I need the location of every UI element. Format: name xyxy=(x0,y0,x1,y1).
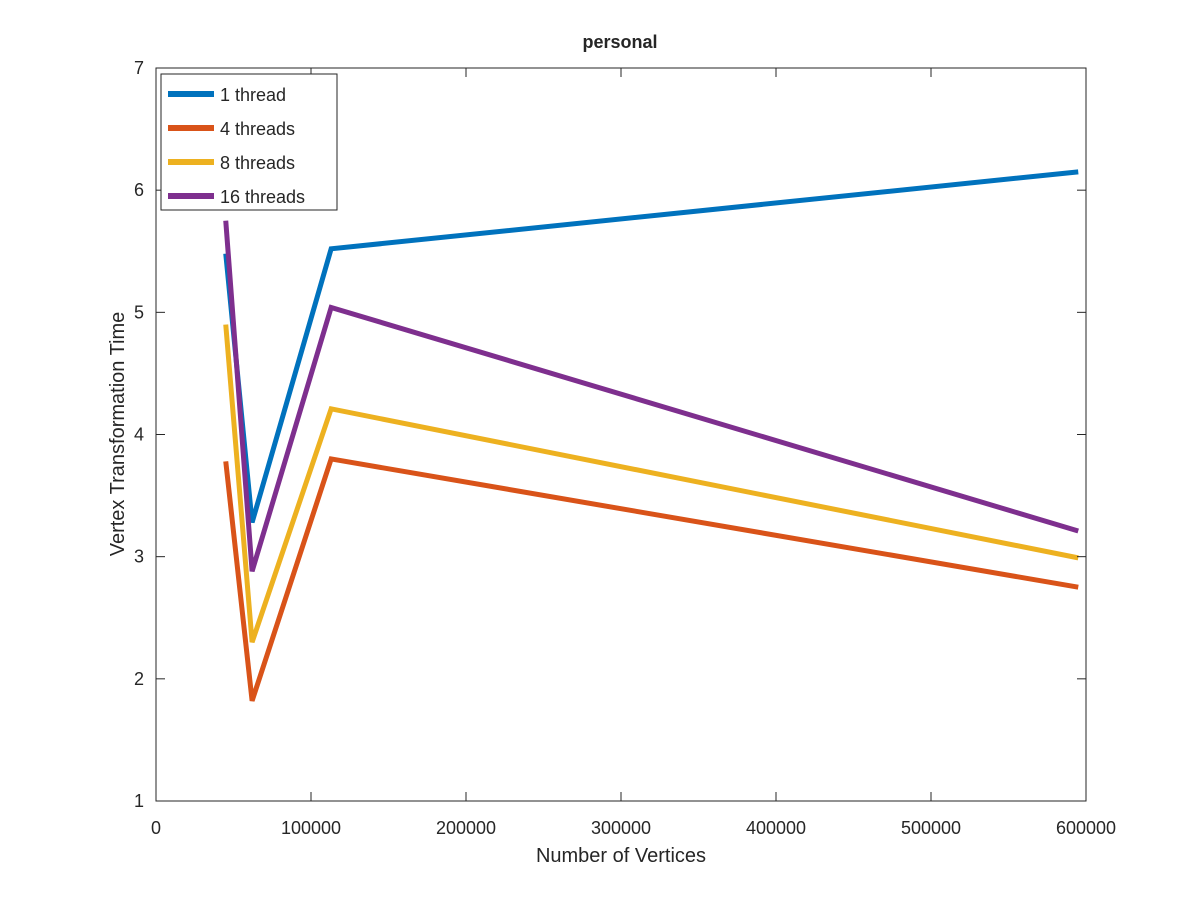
series-line-3 xyxy=(223,324,1079,643)
x-tick-label: 100000 xyxy=(281,818,341,838)
legend-label-3: 8 threads xyxy=(220,153,295,173)
legend-label-1: 1 thread xyxy=(220,85,286,105)
x-tick-label: 400000 xyxy=(746,818,806,838)
legend-label-2: 4 threads xyxy=(220,119,295,139)
series-layer xyxy=(223,169,1079,702)
legend-label-4: 16 threads xyxy=(220,187,305,207)
x-tick-label: 500000 xyxy=(901,818,961,838)
x-tick-label: 200000 xyxy=(436,818,496,838)
x-tick-label: 300000 xyxy=(591,818,651,838)
legend: 1 thread 4 threads 8 threads 16 threads xyxy=(160,73,338,211)
y-axis-label: Vertex Transformation Time xyxy=(107,312,129,557)
y-tick-label: 7 xyxy=(134,58,144,78)
series-line-2 xyxy=(223,456,1079,702)
chart-title: personal xyxy=(582,32,657,52)
x-tick-label: 600000 xyxy=(1056,818,1116,838)
x-axis-ticks: 0 100000 200000 300000 400000 500000 600000 xyxy=(151,68,1116,838)
x-axis-label: Number of Vertices xyxy=(536,845,706,867)
series-line-1 xyxy=(223,169,1079,524)
y-tick-label: 5 xyxy=(134,302,144,322)
y-tick-label: 1 xyxy=(134,791,144,811)
y-tick-label: 2 xyxy=(134,669,144,689)
y-tick-label: 3 xyxy=(134,547,144,567)
series-line-4 xyxy=(223,220,1079,573)
x-tick-label: 0 xyxy=(151,818,161,838)
y-tick-label: 4 xyxy=(134,425,144,445)
y-tick-label: 6 xyxy=(134,180,144,200)
